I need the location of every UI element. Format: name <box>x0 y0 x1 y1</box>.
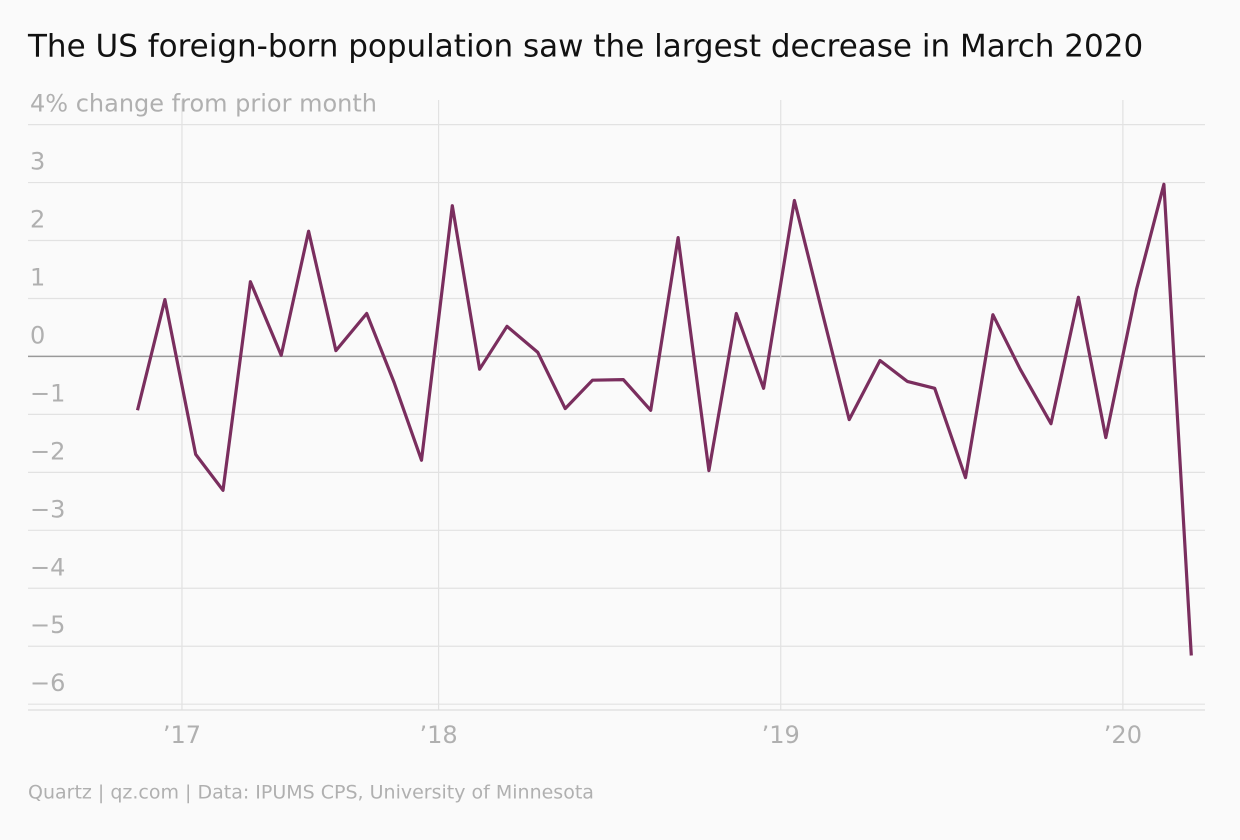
y-tick-label: −1 <box>30 379 65 407</box>
y-tick-label: −5 <box>30 611 65 639</box>
x-tick-label: ’19 <box>762 721 800 749</box>
y-axis-label: % change from prior month <box>45 90 377 118</box>
y-tick-label: 3 <box>30 148 45 176</box>
y-tick-label: 4 <box>30 90 45 118</box>
y-tick-label: −3 <box>30 495 65 523</box>
x-tick-label: ’17 <box>163 721 201 749</box>
data-line <box>135 182 1193 656</box>
source: Quartz | qz.com | Data: IPUMS CPS, Unive… <box>28 782 594 804</box>
x-tick-label: ’18 <box>419 721 457 749</box>
y-tick-label: 0 <box>30 321 45 349</box>
y-tick-label: 2 <box>30 206 45 234</box>
y-tick-label: −4 <box>30 553 65 581</box>
y-tick-label: 1 <box>30 263 45 291</box>
y-tick-label: −6 <box>30 669 65 697</box>
chart-title: The US foreign-born population saw the l… <box>27 29 1143 65</box>
y-tick-label: −2 <box>30 437 65 465</box>
x-tick-label: ’20 <box>1104 721 1142 749</box>
